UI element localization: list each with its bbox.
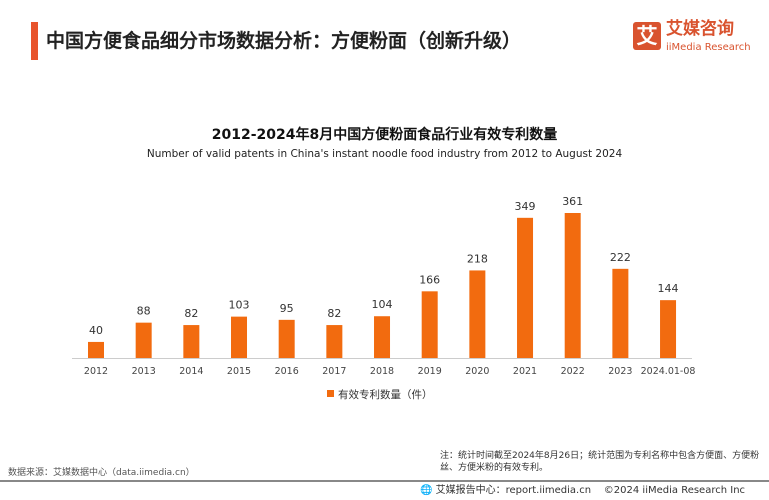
data-label-2017: 82 — [327, 307, 341, 320]
legend-swatch — [327, 390, 334, 397]
tick-label-2024.01-08: 2024.01-08 — [641, 366, 696, 377]
tick-label-2015: 2015 — [227, 366, 251, 377]
tick-label-2014: 2014 — [179, 366, 203, 377]
data-label-2015: 103 — [229, 299, 250, 312]
bar-2020 — [469, 270, 486, 358]
tick-label-2016: 2016 — [275, 366, 299, 377]
legend-label: 有效专利数量（件） — [338, 388, 433, 401]
bar-2014 — [183, 325, 200, 358]
logo-en: iiMedia Research — [666, 42, 751, 53]
report-link[interactable]: 🌐 艾媒报告中心：report.iimedia.cn — [420, 485, 592, 496]
data-label-2016: 95 — [280, 302, 294, 315]
logo-cn: 艾媒咨询 — [666, 19, 734, 39]
data-label-2019: 166 — [419, 273, 440, 286]
bar-2016 — [278, 319, 295, 358]
data-label-2023: 222 — [610, 251, 631, 264]
chart-subtitle: Number of valid patents in China's insta… — [146, 148, 623, 160]
footnote: 注：统计时间截至2024年8月26日；统计范围为专利名称中包含方便面、方便粉丝、… — [440, 451, 760, 473]
data-label-2013: 88 — [137, 305, 151, 318]
tick-label-2019: 2019 — [418, 366, 442, 377]
footer-divider — [0, 480, 769, 482]
title-accent-bar — [31, 22, 38, 60]
tick-label-2017: 2017 — [322, 366, 346, 377]
logo-mark: 艾 — [633, 22, 661, 50]
footer-credits: 🌐 艾媒报告中心：report.iimedia.cn ©2024 iiMedia… — [420, 485, 745, 497]
chart-title: 2012-2024年8月中国方便粉面食品行业有效专利数量 — [211, 127, 558, 143]
tick-label-2023: 2023 — [608, 366, 632, 377]
tick-label-2012: 2012 — [84, 366, 108, 377]
bar-2023 — [612, 268, 629, 358]
tick-label-2022: 2022 — [561, 366, 585, 377]
bar-2015 — [231, 316, 248, 358]
bar-2021 — [517, 217, 534, 358]
data-label-2021: 349 — [515, 200, 536, 213]
data-label-2018: 104 — [372, 298, 393, 311]
data-label-2024.01-08: 144 — [658, 282, 679, 295]
tick-label-2020: 2020 — [465, 366, 489, 377]
bar-2018 — [374, 316, 391, 358]
tick-label-2018: 2018 — [370, 366, 394, 377]
data-source: 数据来源：艾媒数据中心（data.iimedia.cn） — [8, 468, 195, 478]
bar-2013 — [135, 322, 152, 358]
tick-label-2013: 2013 — [132, 366, 156, 377]
bar-2019 — [421, 291, 438, 358]
data-label-2014: 82 — [184, 307, 198, 320]
page-title: 中国方便食品细分市场数据分析：方便粉面（创新升级） — [46, 30, 522, 52]
data-label-2012: 40 — [89, 324, 103, 337]
data-label-2020: 218 — [467, 252, 488, 265]
bar-2017 — [326, 325, 343, 358]
bar-2024.01-08 — [660, 300, 677, 358]
data-label-2022: 361 — [562, 195, 583, 208]
tick-label-2021: 2021 — [513, 366, 537, 377]
bar-2022 — [564, 213, 581, 358]
bar-2012 — [88, 341, 104, 358]
copyright: ©2024 iiMedia Research Inc — [603, 485, 746, 496]
